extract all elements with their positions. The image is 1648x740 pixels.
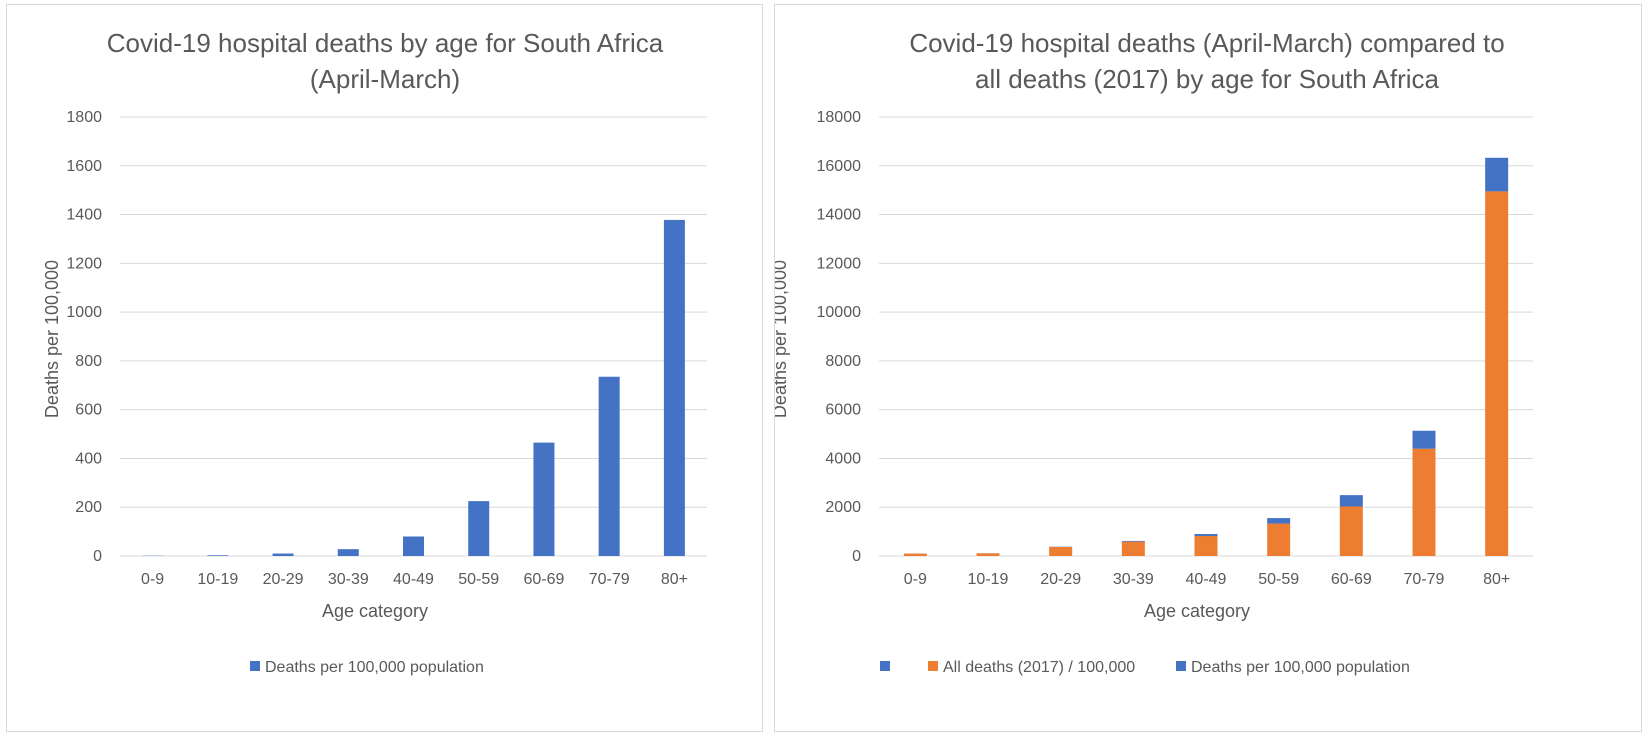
x-axis-title: Age category (322, 601, 428, 621)
legend-swatch-blank (880, 661, 890, 671)
y-tick-label: 800 (75, 353, 102, 370)
left-chart-panel: Covid-19 hospital deaths by age for Sout… (6, 4, 763, 732)
x-tick-label: 60-69 (1331, 571, 1372, 588)
x-tick-label: 0-9 (141, 571, 164, 588)
y-tick-label: 1400 (66, 207, 102, 224)
y-tick-label: 18000 (817, 109, 862, 126)
bar-all-deaths-30-39 (1121, 541, 1145, 556)
bar-covid-deaths-20-29 (272, 553, 294, 556)
x-tick-label: 10-19 (968, 571, 1009, 588)
x-tick-label: 10-19 (197, 571, 238, 588)
bar-all-deaths-10-19 (976, 553, 1000, 556)
bar-all-deaths-0-9 (903, 553, 927, 556)
y-tick-label: 1000 (66, 304, 102, 321)
y-tick-label: 600 (75, 402, 102, 419)
x-tick-label: 50-59 (458, 571, 499, 588)
y-tick-label: 14000 (817, 207, 862, 224)
bar-all-deaths-20-29 (1049, 546, 1073, 556)
right-chart-panel: Covid-19 hospital deaths (April-March) c… (774, 4, 1642, 732)
y-axis-title: Deaths per 100,000 (42, 260, 62, 418)
y-tick-label: 1800 (66, 109, 102, 126)
legend-swatch-all-deaths (928, 661, 938, 671)
bar-all-deaths-50-59 (1267, 523, 1291, 556)
x-tick-label: 80+ (661, 571, 688, 588)
bar-covid-deaths-30-39 (1121, 540, 1145, 542)
left-chart: Covid-19 hospital deaths by age for Sout… (42, 28, 707, 676)
bar-all-deaths-40-49 (1194, 536, 1218, 556)
bar-covid-deaths-70-79 (1412, 430, 1436, 449)
x-tick-label: 0-9 (904, 571, 927, 588)
legend-swatch (250, 661, 260, 671)
chart-title-line-1: Covid-19 hospital deaths by age for Sout… (107, 28, 664, 58)
bar-covid-deaths-70-79 (598, 376, 620, 556)
y-tick-label: 4000 (825, 450, 861, 467)
y-tick-label: 0 (852, 548, 861, 565)
bar-covid-deaths-60-69 (1339, 495, 1363, 507)
legend: Deaths per 100,000 population (250, 659, 484, 676)
bar-covid-deaths-40-49 (403, 536, 424, 556)
bar-covid-deaths-30-39 (337, 549, 359, 556)
x-axis-title: Age category (1144, 601, 1250, 621)
y-tick-label: 10000 (817, 304, 862, 321)
x-tick-label: 40-49 (393, 571, 434, 588)
y-tick-label: 16000 (817, 158, 862, 175)
x-tick-label: 40-49 (1186, 571, 1227, 588)
x-tick-label: 80+ (1483, 571, 1510, 588)
bar-all-deaths-80+ (1485, 191, 1509, 556)
chart-title-line-2: (April-March) (310, 64, 460, 94)
x-tick-label: 20-29 (1040, 571, 1081, 588)
x-tick-label: 70-79 (1404, 571, 1445, 588)
bar-covid-deaths-50-59 (1267, 518, 1291, 524)
legend: All deaths (2017) / 100,000 Deaths per 1… (880, 659, 1410, 676)
chart-title-line-2: all deaths (2017) by age for South Afric… (975, 64, 1439, 94)
y-tick-label: 1600 (66, 158, 102, 175)
legend-label-covid-deaths: Deaths per 100,000 population (1191, 659, 1410, 676)
legend-label: Deaths per 100,000 population (265, 659, 484, 676)
bar-covid-deaths-60-69 (533, 442, 555, 556)
bar-covid-deaths-50-59 (468, 501, 490, 556)
y-tick-label: 2000 (825, 499, 861, 516)
chart-title-line-1: Covid-19 hospital deaths (April-March) c… (909, 28, 1504, 58)
x-tick-label: 50-59 (1258, 571, 1299, 588)
x-tick-label: 60-69 (523, 571, 564, 588)
right-chart: Covid-19 hospital deaths (April-March) c… (775, 28, 1533, 676)
y-tick-label: 6000 (825, 402, 861, 419)
y-tick-label: 12000 (817, 255, 862, 272)
bar-covid-deaths-40-49 (1194, 534, 1218, 537)
x-tick-label: 30-39 (328, 571, 369, 588)
y-tick-label: 8000 (825, 353, 861, 370)
bar-all-deaths-70-79 (1412, 448, 1436, 556)
y-tick-label: 1200 (66, 255, 102, 272)
bar-covid-deaths-10-19 (207, 555, 229, 556)
y-tick-label: 400 (75, 450, 102, 467)
legend-label-all-deaths: All deaths (2017) / 100,000 (943, 659, 1135, 676)
y-tick-label: 200 (75, 499, 102, 516)
bar-covid-deaths-80+ (663, 219, 685, 556)
bar-all-deaths-60-69 (1339, 506, 1363, 556)
y-axis-title: Deaths per 100,000 (775, 260, 790, 418)
legend-swatch-covid-deaths (1176, 661, 1186, 671)
x-tick-label: 20-29 (263, 571, 304, 588)
x-tick-label: 30-39 (1113, 571, 1154, 588)
y-tick-label: 0 (93, 548, 102, 565)
bar-covid-deaths-80+ (1485, 157, 1509, 192)
x-tick-label: 70-79 (589, 571, 630, 588)
